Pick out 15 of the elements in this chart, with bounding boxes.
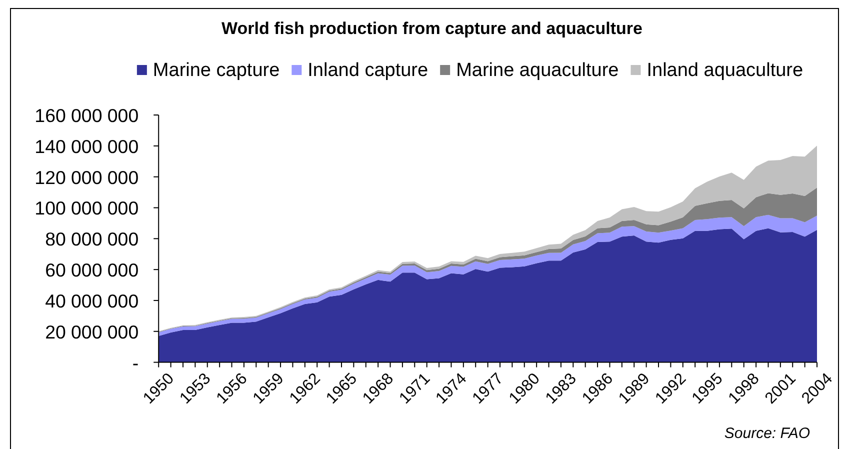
y-tick-label: 140 000 000 <box>34 135 139 156</box>
legend-label: Inland capture <box>308 60 428 80</box>
legend-label: Marine capture <box>152 60 280 80</box>
legend-label: Inland aquaculture <box>646 60 804 80</box>
y-tick-label: 120 000 000 <box>34 166 139 188</box>
y-tick-label: 40 000 000 <box>45 290 139 311</box>
y-tick-label: 160 000 000 <box>34 104 139 126</box>
y-tick-label: 80 000 000 <box>45 228 139 250</box>
source-note: Source: FAO <box>724 425 810 442</box>
y-tick-label: 20 000 000 <box>45 320 139 342</box>
y-tick-label: 100 000 000 <box>34 197 139 218</box>
chart-title: World fish production from capture and aquaculture <box>222 19 642 38</box>
legend-label: Marine aquaculture <box>456 60 619 80</box>
y-tick-label: 60 000 000 <box>45 259 139 280</box>
y-tick-label: - <box>132 352 139 373</box>
